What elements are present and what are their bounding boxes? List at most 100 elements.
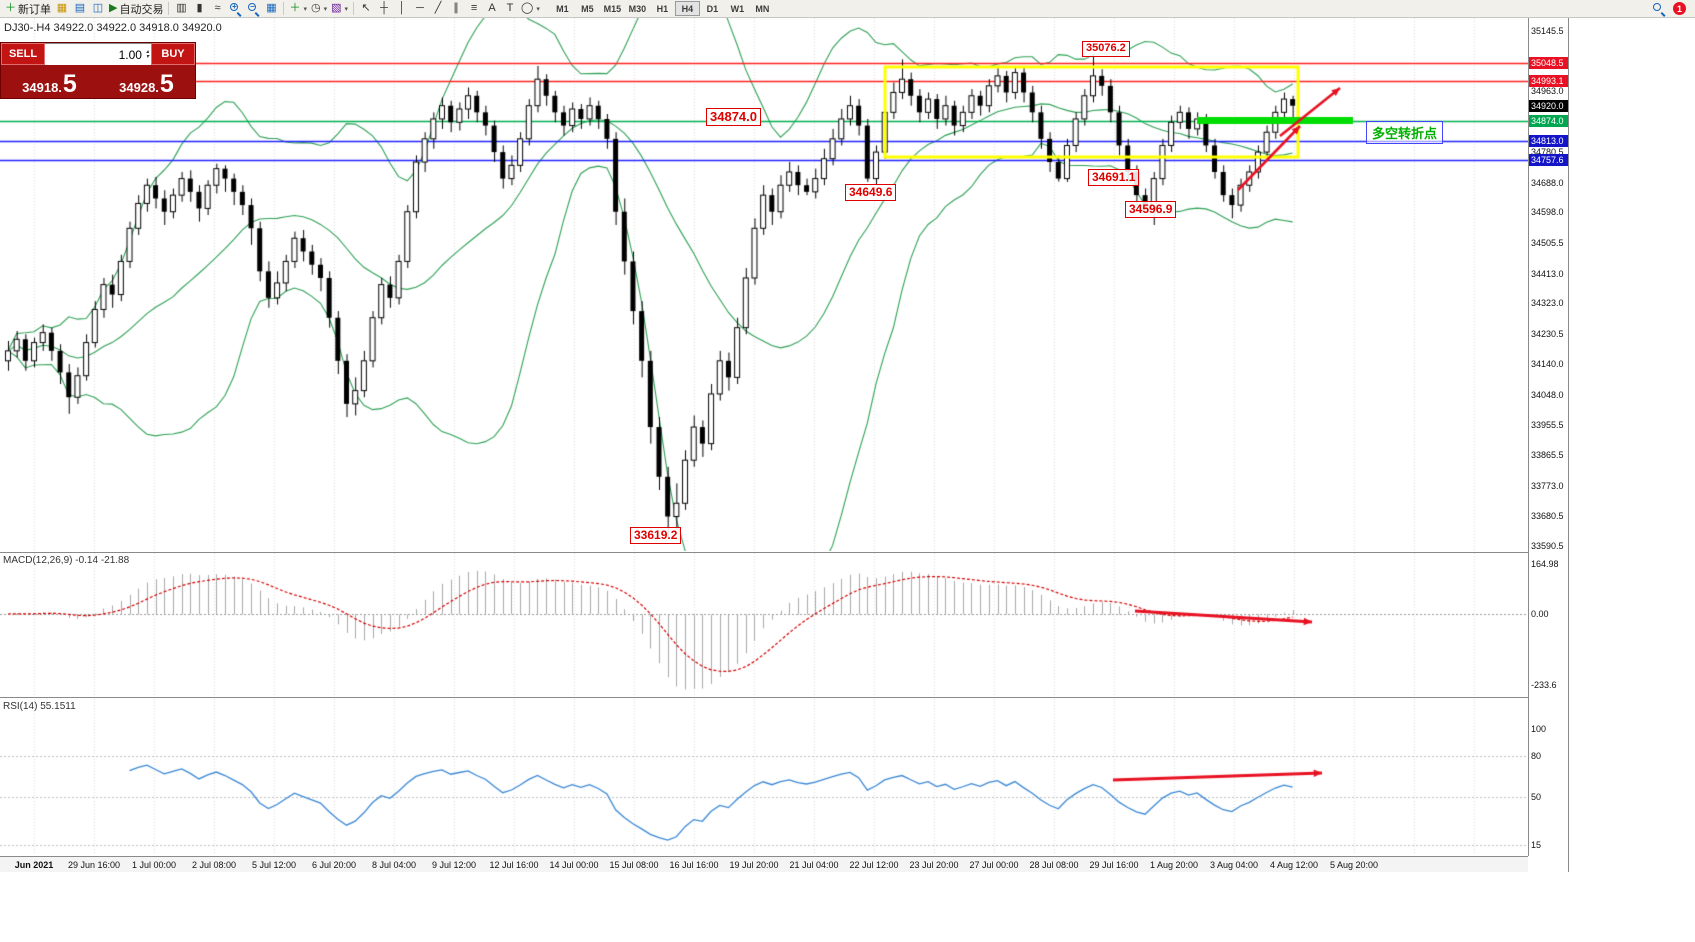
search-icon[interactable] (1652, 2, 1665, 17)
channel-button[interactable]: ∥ (447, 1, 465, 17)
sell-price[interactable]: 34918. 5 (1, 65, 98, 98)
dropdown-arrow-icon: ▾ (344, 5, 349, 13)
time-axis-label: 1 Jul 00:00 (131, 860, 177, 870)
time-axis-label: 9 Jul 12:00 (431, 860, 477, 870)
timeframe-d1[interactable]: D1 (706, 3, 719, 14)
cursor-button[interactable]: ↖ (357, 1, 375, 17)
price-tick: 34323.0 (1531, 298, 1564, 309)
candlestick-chart-button[interactable]: ▮ (190, 1, 208, 17)
volume-down-icon[interactable]: ▾ (145, 53, 149, 60)
time-axis-label: 5 Jul 12:00 (251, 860, 297, 870)
time-axis[interactable]: Jun 2021 29 Jun 16:00 1 Jul 00:00 2 Jul 08:… (0, 856, 1528, 872)
timeframe-group: M1 M5 M15 M30 H1 H4 D1 W1 MN (550, 1, 775, 16)
timeframe-m30[interactable]: M30 (628, 3, 647, 14)
indicators-button[interactable]: ＋ ▾ (287, 1, 309, 17)
vertical-line-icon: │ (398, 2, 406, 14)
timeframe-m5[interactable]: M5 (581, 3, 594, 14)
zoom-out-icon: − (247, 2, 260, 17)
time-axis-label: 19 Jul 20:00 (729, 860, 779, 870)
profiles-button[interactable]: ▤ (71, 1, 89, 17)
macd-axis-tick: 164.98 (1531, 558, 1559, 569)
main-chart-canvas[interactable] (0, 18, 1528, 551)
price-tick: 34780.5 (1531, 146, 1564, 157)
rsi-axis-tick: 100 (1531, 724, 1547, 734)
market-watch-button[interactable]: ▦ (262, 1, 280, 17)
horizontal-line-button[interactable]: ─ (411, 1, 429, 17)
price-tick: 34048.0 (1531, 389, 1564, 400)
buy-price[interactable]: 34928. 5 (98, 65, 195, 98)
shapes-button[interactable]: ◯ ▾ (519, 1, 542, 17)
macd-separator (0, 552, 1569, 553)
timeframe-mn[interactable]: MN (755, 3, 770, 14)
trendline-button[interactable]: ╱ (429, 1, 447, 17)
text-icon: A (488, 2, 496, 14)
market-watch-icon: ▦ (266, 2, 277, 14)
search-ring (1653, 3, 1661, 11)
macd-axis-tick: 0.00 (1531, 609, 1549, 619)
timeframe-m1[interactable]: M1 (556, 3, 569, 14)
time-axis-label: 5 Aug 20:00 (1329, 860, 1379, 870)
candlestick-chart-icon: ▮ (196, 2, 203, 14)
price-tick: 34505.5 (1531, 238, 1564, 249)
time-axis-label: 15 Jul 08:00 (609, 860, 659, 870)
time-axis-label: 29 Jun 16:00 (67, 860, 121, 870)
price-tick: 33955.5 (1531, 420, 1564, 431)
fibonacci-icon: ≡ (470, 2, 478, 14)
timeframes-dropdown[interactable]: ◷ ▾ (309, 1, 329, 17)
auto-trading-button[interactable]: ▶ 自动交易 (107, 1, 165, 17)
toolbar-right: 1 (1652, 2, 1692, 17)
sell-price-big: 5 (62, 70, 77, 98)
time-axis-label: 12 Jul 16:00 (489, 860, 539, 870)
text-button[interactable]: A (483, 1, 501, 17)
price-tick: 34688.0 (1531, 177, 1564, 188)
volume-value[interactable]: 1.00 (118, 47, 142, 62)
fibonacci-button[interactable]: ≡ (465, 1, 483, 17)
templates-dropdown[interactable]: ▧ ▾ (329, 1, 350, 17)
macd-axis-tick: -233.6 (1531, 680, 1557, 691)
profiles-icon: ▤ (74, 2, 86, 14)
sell-price-main: 34918. (22, 80, 62, 95)
notification-badge[interactable]: 1 (1673, 2, 1686, 15)
new-chart-button[interactable]: ▦ (53, 1, 71, 17)
bar-chart-icon: ▥ (176, 2, 187, 14)
dropdown-arrow-icon: ▾ (536, 5, 540, 13)
price-scale[interactable]: 35145.5 34963.0 34780.5 34688.0 34598.0 34505… (1528, 18, 1569, 856)
time-axis-label: 6 Jul 20:00 (311, 860, 357, 870)
time-axis-label: 8 Jul 04:00 (371, 860, 417, 870)
data-window-button[interactable]: ◫ (89, 1, 107, 17)
zoom-out-button[interactable]: − (244, 1, 262, 17)
price-line-badge: 35048.5 (1529, 57, 1569, 70)
timeframe-h1[interactable]: H1 (656, 3, 669, 14)
time-axis-label: 4 Aug 12:00 (1269, 860, 1319, 870)
crosshair-button[interactable]: ┼ (375, 1, 393, 17)
price-line-badge: 34993.1 (1529, 75, 1569, 88)
buy-button[interactable]: BUY (151, 43, 195, 65)
new-order-button[interactable]: ＋新订单 (3, 1, 53, 17)
timeframe-m15[interactable]: M15 (603, 3, 622, 14)
turning-point-note: 多空转折点 (1366, 121, 1444, 144)
templates-dropdown: ▧ (331, 2, 342, 14)
zoom-in-button[interactable]: + (226, 1, 244, 17)
dropdown-arrow-icon: ▾ (323, 5, 328, 13)
price-tick: 33590.5 (1531, 541, 1564, 552)
volume-spin-buttons[interactable]: ▴ ▾ (145, 48, 149, 60)
zoom-in-icon: + (229, 2, 242, 17)
volume-up-icon[interactable]: ▴ (145, 48, 149, 55)
trendline-icon: ╱ (434, 2, 442, 14)
line-chart-button[interactable]: ≈ (208, 1, 226, 17)
macd-panel-canvas[interactable] (0, 553, 1528, 696)
timeframe-w1[interactable]: W1 (730, 3, 745, 14)
bar-chart-button[interactable]: ▥ (172, 1, 190, 17)
label-icon: T (506, 2, 514, 14)
sell-button[interactable]: SELL (1, 43, 45, 65)
toolbar-tools: ＋新订单 ▦ ▤ ◫ ▶ 自动交易 ▥ ▮ ≈ + − ▦ ＋ ▾ ◷ ▾ ▧ ▾ ↖ ┼ │ ─ ╱ ∥ ≡ A T ◯ ▾ (3, 1, 542, 17)
magnifier-sign: − (249, 2, 255, 11)
rsi-panel-canvas[interactable] (0, 699, 1528, 855)
time-axis-label: 14 Jul 00:00 (549, 860, 599, 870)
volume-stepper[interactable]: 1.00 ▴ ▾ (45, 43, 151, 65)
channel-icon: ∥ (453, 2, 459, 14)
vertical-line-button[interactable]: │ (393, 1, 411, 17)
timeframe-h4[interactable]: H4 (674, 1, 700, 16)
symbol-ohlc-info: DJ30-.H4 34922.0 34922.0 34918.0 34920.0 (4, 22, 222, 34)
label-button[interactable]: T (501, 1, 519, 17)
